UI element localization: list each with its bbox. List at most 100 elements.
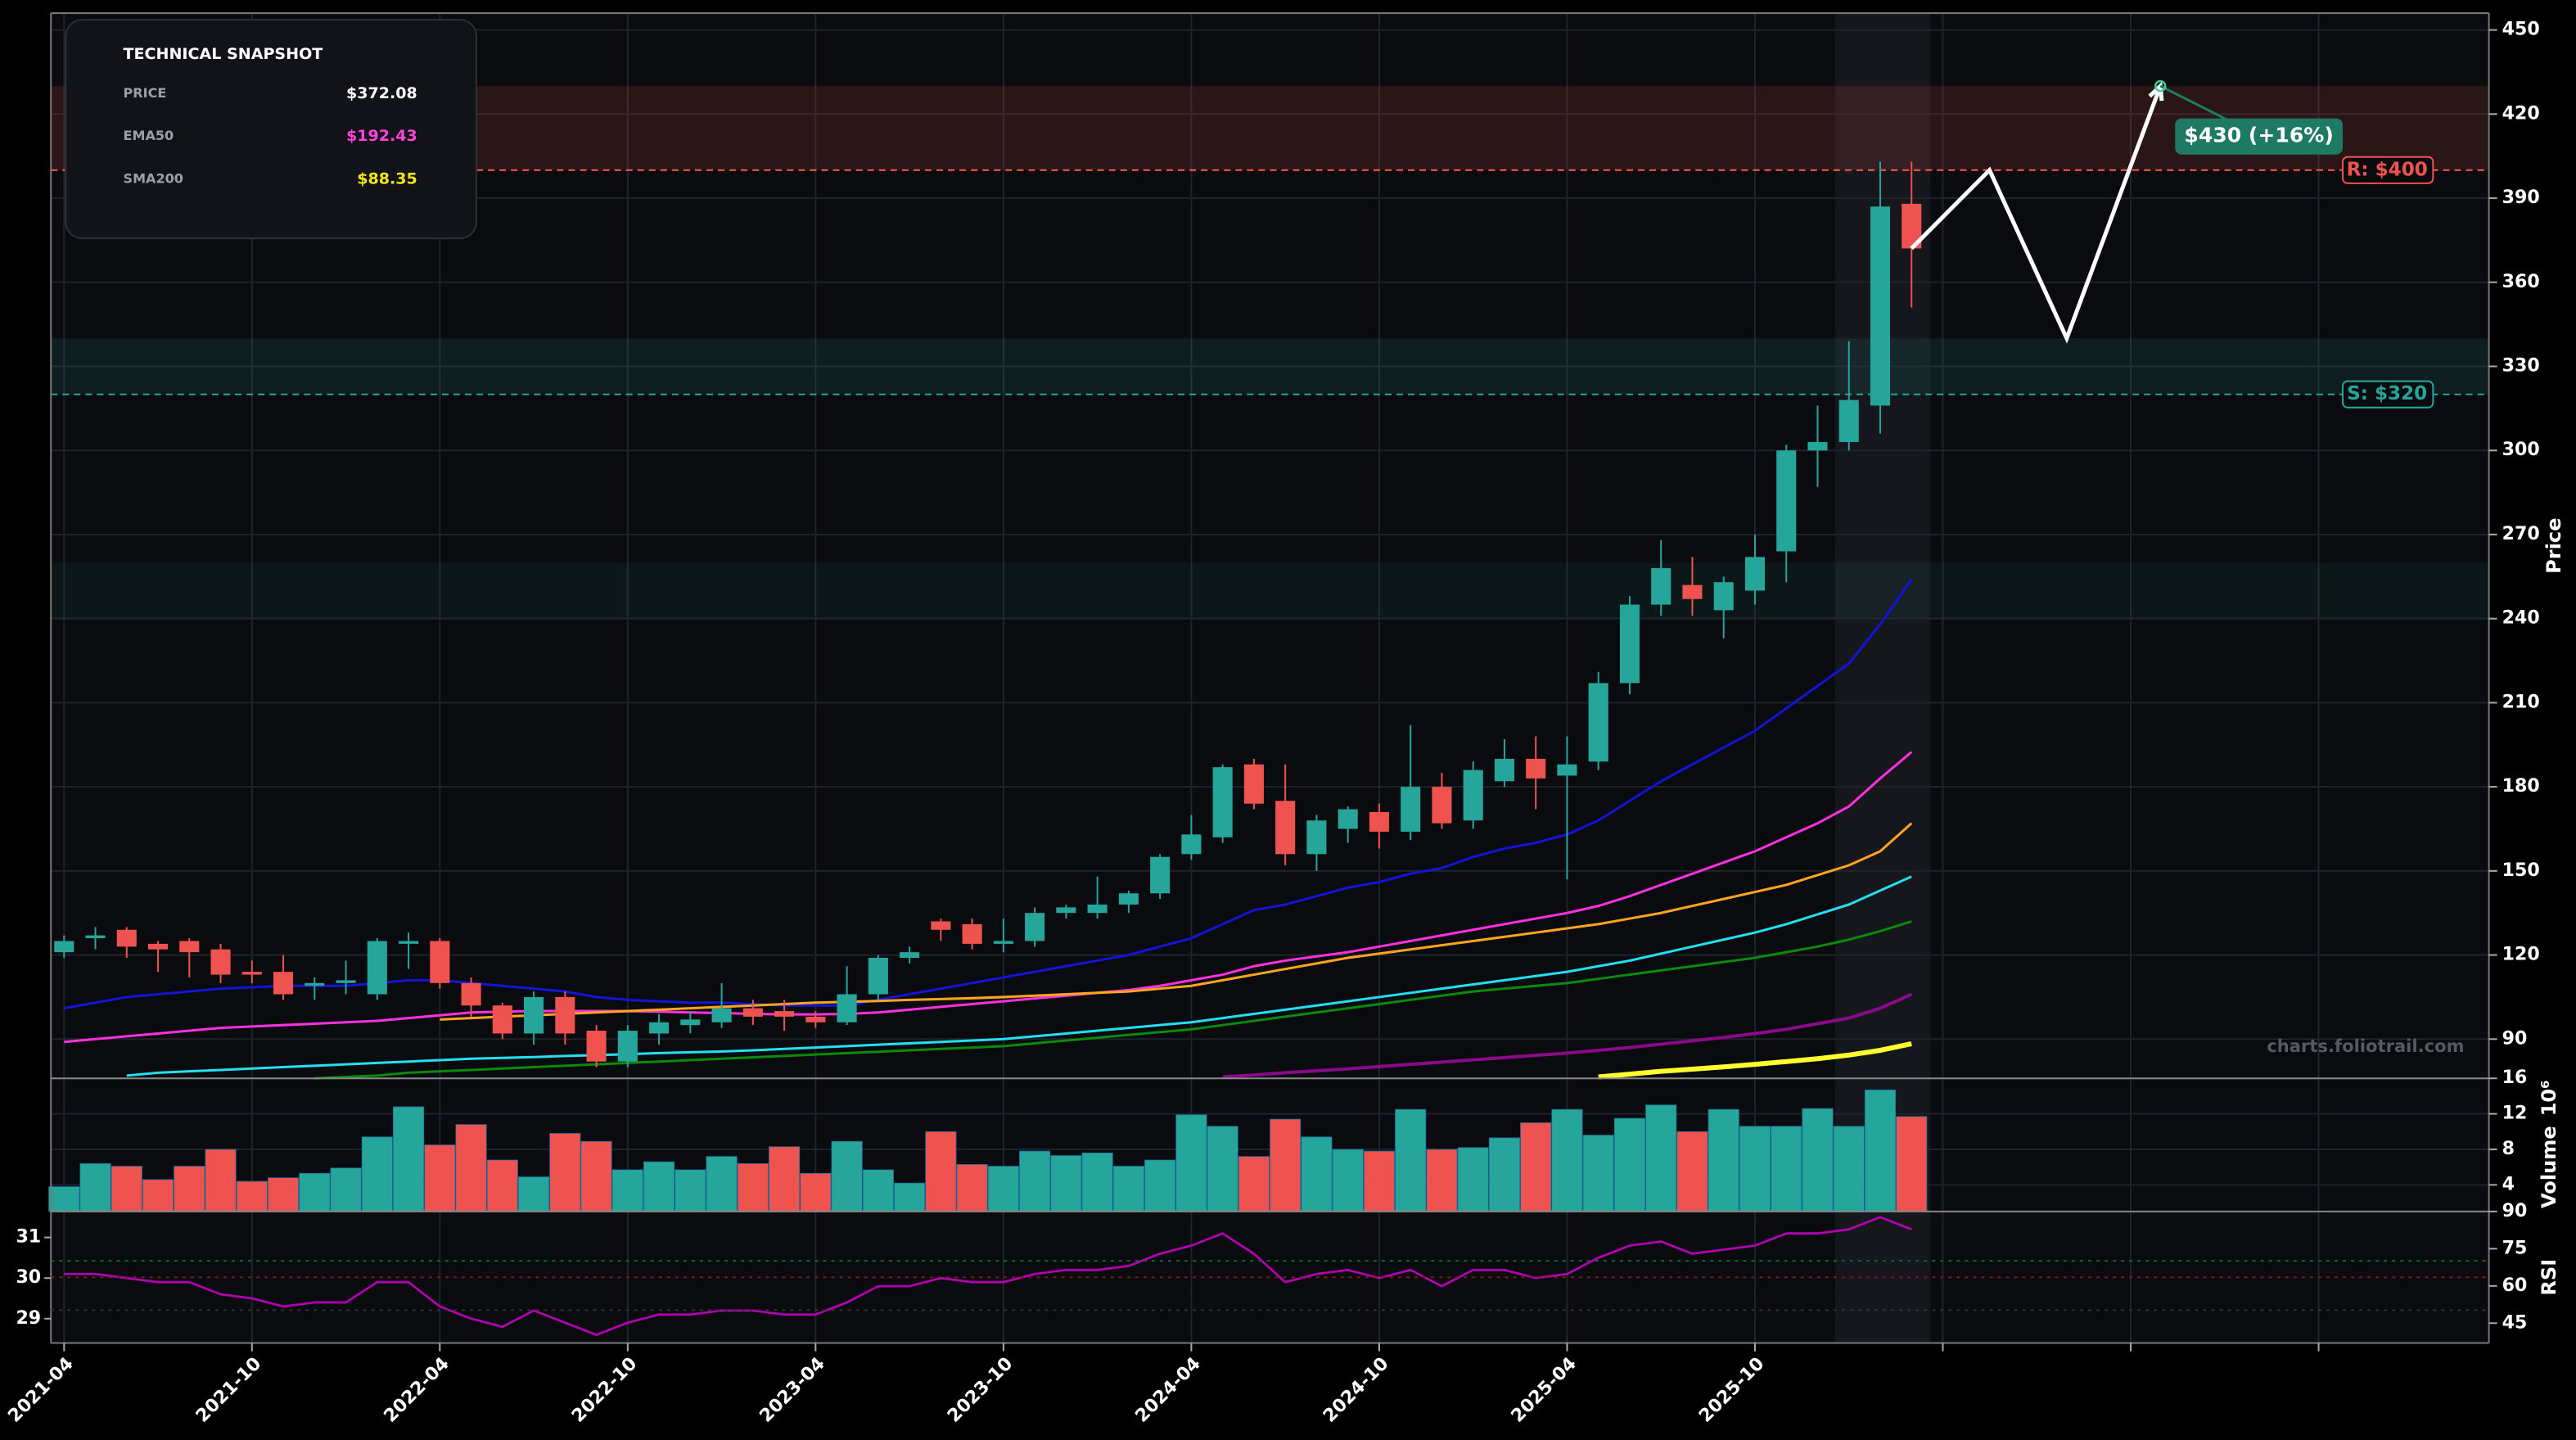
rsi-line — [64, 1216, 1912, 1337]
candle-body — [617, 1031, 638, 1062]
candle-body — [1432, 787, 1452, 824]
x-tick-label: 2025-04 — [1508, 1353, 1581, 1426]
volume-bar — [1426, 1149, 1458, 1212]
candle-body — [85, 935, 106, 939]
volume-offset-label: 10⁶ — [2538, 1080, 2560, 1116]
candle-body — [492, 1005, 512, 1034]
volume-bar — [1363, 1150, 1395, 1212]
candle-body — [1150, 856, 1171, 894]
volume-bar — [1520, 1122, 1552, 1212]
candle-body — [1118, 893, 1139, 905]
forecast-line — [1910, 85, 2163, 344]
candle-body — [1025, 913, 1045, 941]
volume-bar — [1112, 1166, 1144, 1212]
candle-body — [868, 958, 888, 995]
target-marker — [2154, 79, 2167, 93]
volume-bar — [1050, 1155, 1082, 1212]
x-tick-label: 2023-10 — [944, 1353, 1017, 1426]
volume-bar — [1144, 1159, 1176, 1212]
volume-bar — [236, 1180, 268, 1212]
y-tick-label: 8 — [2502, 1139, 2515, 1159]
volume-bar — [1613, 1117, 1646, 1212]
price-zone — [51, 338, 2489, 395]
volume-bar — [1457, 1147, 1489, 1212]
y-tick-label: 31 — [16, 1227, 41, 1248]
volume-bar — [299, 1172, 331, 1212]
candle-body — [1212, 767, 1233, 837]
candle-body — [1243, 764, 1264, 804]
moving-average — [126, 875, 1912, 1077]
candle-body — [931, 921, 951, 930]
candle-body — [1870, 206, 1891, 406]
volume-bar — [674, 1169, 706, 1212]
candle-body — [241, 972, 262, 975]
candle-body — [1526, 758, 1546, 779]
snapshot-value: $372.08 — [346, 84, 417, 102]
target-label-box — [2175, 118, 2344, 155]
volume-bar — [956, 1164, 988, 1212]
x-tick-label: 2023-04 — [756, 1353, 829, 1426]
y-tick-label: 4 — [2502, 1174, 2515, 1194]
y-tick-label: 29 — [16, 1308, 41, 1329]
x-tick-label: 2021-10 — [192, 1353, 265, 1426]
candle-body — [774, 1011, 795, 1017]
y-tick-label: 12 — [2502, 1104, 2528, 1124]
candle-body — [147, 943, 169, 950]
candle-body — [742, 1008, 763, 1017]
volume-bar — [1802, 1108, 1834, 1212]
volume-bar — [1019, 1150, 1051, 1212]
moving-average — [64, 751, 1913, 1044]
volume-bar — [1676, 1131, 1708, 1212]
candle-body — [1807, 441, 1828, 451]
x-tick-label: 2024-04 — [1132, 1353, 1205, 1426]
support-label: S: $320 — [2347, 383, 2427, 404]
volume-bar — [1488, 1137, 1521, 1212]
volume-bar — [486, 1159, 518, 1212]
candle-body — [54, 941, 74, 953]
candle-body — [555, 996, 575, 1034]
moving-average — [440, 822, 1913, 1021]
volume-bar — [1301, 1136, 1333, 1212]
y-tick-label: 390 — [2502, 187, 2540, 208]
candle-body — [430, 941, 450, 983]
candle-body — [367, 941, 387, 995]
y2-tick-label: 75 — [2502, 1238, 2528, 1258]
moving-average — [1222, 992, 1913, 1079]
x-tick-label: 2025-10 — [1695, 1353, 1768, 1426]
resistance-label: R: $400 — [2347, 159, 2428, 180]
candle-body — [399, 941, 419, 944]
volume-bar — [580, 1140, 612, 1212]
volume-bar — [174, 1166, 205, 1212]
candle-body — [837, 994, 857, 1022]
candle-body — [962, 923, 982, 944]
candle-body — [1557, 764, 1577, 776]
y-tick-label: 16 — [2502, 1068, 2528, 1088]
candle-body — [305, 982, 325, 986]
candle-body — [1619, 604, 1640, 684]
y-tick-label: 240 — [2502, 608, 2540, 629]
rsi-axis-label: RSI — [2538, 1259, 2560, 1296]
resistance-label-box — [2342, 156, 2434, 184]
volume-bar — [518, 1176, 550, 1212]
x-tick-label: 2024-10 — [1320, 1353, 1392, 1426]
candle-body — [649, 1022, 670, 1034]
candle-body — [1838, 399, 1859, 442]
snapshot-value: $192.43 — [346, 127, 417, 145]
volume-bar — [1551, 1108, 1583, 1212]
candle-body — [1744, 557, 1766, 591]
moving-average — [314, 920, 1912, 1080]
candle-body — [210, 949, 231, 975]
y-tick-label: 180 — [2502, 776, 2540, 797]
target-leader — [2159, 84, 2235, 124]
volume-bar — [1708, 1108, 1739, 1212]
candle-body — [586, 1031, 607, 1062]
volume-bar — [1238, 1156, 1270, 1212]
snapshot-label: EMA50 — [124, 128, 174, 143]
x-tick-label: 2021-04 — [4, 1353, 77, 1426]
candle-body — [116, 929, 137, 947]
volume-bar — [611, 1169, 643, 1212]
y-tick-label: 420 — [2502, 103, 2540, 124]
candle-body — [680, 1019, 701, 1026]
candle-body — [1275, 801, 1296, 855]
